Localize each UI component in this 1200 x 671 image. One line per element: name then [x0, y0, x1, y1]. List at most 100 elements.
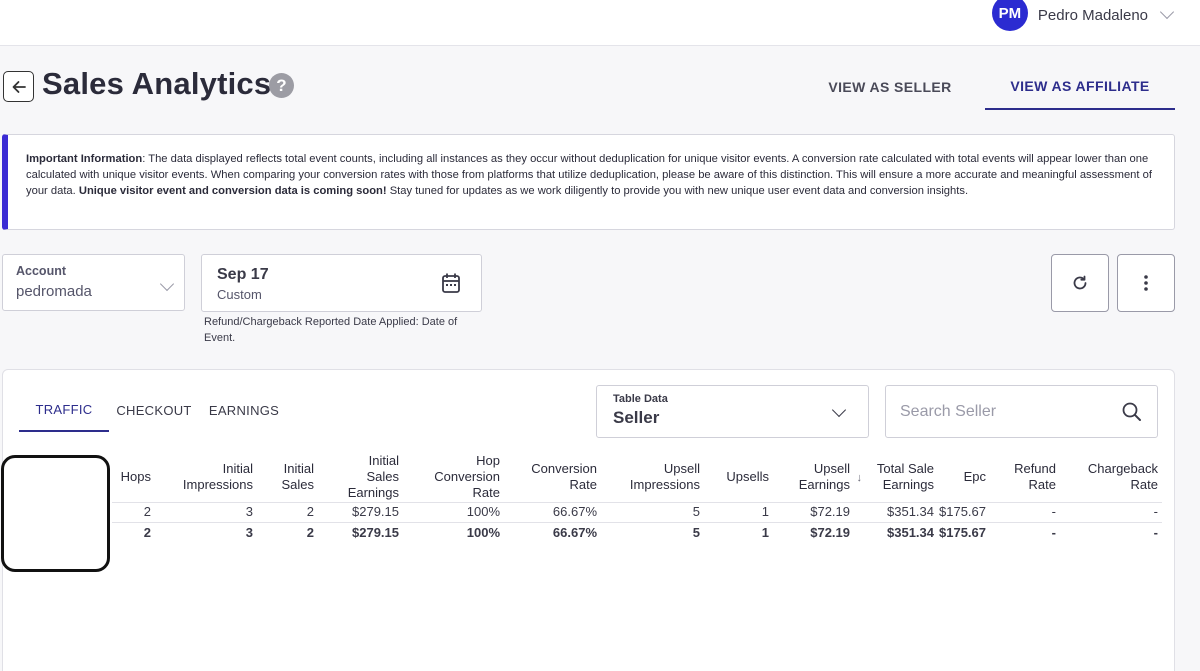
totals-cell-hops: 2 [143, 525, 151, 540]
column-header-line: Rate [472, 485, 500, 500]
sort-arrow-down-icon[interactable]: ↓ [856, 472, 863, 484]
column-header-line: Conversion [531, 461, 597, 476]
totals-cell-chargeback-rate: - [1153, 525, 1158, 540]
redacted-area [1, 455, 110, 572]
info-lead: Important Information [26, 153, 143, 165]
info-text-2: Stay tuned for updates as we work dilige… [386, 185, 969, 197]
avatar[interactable]: PM [991, 0, 1028, 31]
table-data-label: Table Data [613, 393, 668, 405]
table-cell-hop-conversion-rate: 100% [466, 504, 500, 519]
column-header-line: Impressions [629, 477, 700, 492]
back-button[interactable] [3, 71, 34, 102]
chevron-down-icon[interactable] [1159, 4, 1175, 20]
column-header-line: Upsells [726, 469, 769, 484]
totals-cell-upsells: 1 [761, 525, 769, 540]
calendar-icon [442, 273, 460, 293]
account-label: Account [16, 264, 66, 278]
column-header-line: Refund [1014, 461, 1056, 476]
table-cell-initial-sales: 2 [306, 504, 314, 519]
column-header-epc[interactable]: Epc [936, 452, 986, 502]
column-header-line: Earnings [347, 485, 399, 500]
column-header-upsell-earnings[interactable]: Upsell Earnings ↓ [770, 452, 862, 502]
column-header-upsell-impressions[interactable]: Upsell Impressions [600, 452, 700, 502]
search-icon[interactable] [1121, 401, 1143, 423]
table-cell-upsells: 1 [761, 504, 769, 519]
column-header-line: Epc [963, 469, 986, 484]
totals-cell-epc: $175.67 [939, 525, 986, 540]
column-header-line: Rate [569, 477, 597, 492]
table-cell-upsell-earnings: $72.19 [810, 504, 850, 519]
refresh-icon [1073, 275, 1087, 290]
table-data-value: Seller [613, 408, 660, 427]
table-cell-initial-sales-earnings: $279.15 [352, 504, 399, 519]
table-cell-total-sale-earnings: $351.34 [887, 504, 934, 519]
column-header-chargeback-rate[interactable]: Chargeback Rate [1068, 452, 1158, 502]
totals-cell-total-sale-earnings: $351.34 [887, 525, 934, 540]
date-value: Sep 17 [217, 266, 269, 283]
column-header-line: Sales [366, 469, 399, 484]
table-cell-conversion-rate: 66.67% [552, 504, 597, 519]
column-header-upsells[interactable]: Upsells [709, 452, 769, 502]
search-box[interactable] [885, 385, 1158, 438]
column-header-initial-sales-earnings[interactable]: Initial Sales Earnings [319, 452, 399, 502]
column-header-line: Impressions [182, 477, 253, 492]
column-header-conversion-rate[interactable]: Conversion Rate [507, 452, 597, 502]
date-note: Refund/Chargeback Reported Date Applied:… [204, 316, 458, 344]
totals-cell-conversion-rate: 66.67% [552, 525, 597, 540]
column-header-line: Initial [222, 461, 253, 476]
column-header-line: Hops [120, 469, 151, 484]
help-icon[interactable]: ? [269, 73, 294, 98]
tab-view-as-affiliate[interactable]: VIEW AS AFFILIATE [985, 64, 1175, 110]
column-header-line: Initial [368, 453, 399, 468]
user-name[interactable]: Pedro Madaleno [1037, 6, 1148, 24]
refresh-button[interactable] [1051, 254, 1109, 312]
column-header-initial-impressions[interactable]: Initial Impressions [158, 452, 253, 502]
date-picker[interactable]: Sep 17 Custom [201, 254, 482, 312]
column-header-line: Upsell [813, 461, 850, 476]
tab-traffic[interactable]: TRAFFIC [19, 388, 109, 432]
column-header-line: Earnings [882, 477, 934, 492]
date-range-type: Custom [217, 287, 262, 302]
arrow-left-icon [12, 80, 26, 93]
header-divider [112, 502, 1162, 503]
page-title: Sales Analytics [42, 66, 272, 101]
info-emphasis: Unique visitor event and conversion data… [78, 185, 387, 197]
search-input[interactable] [900, 400, 1110, 424]
row-divider [112, 522, 1162, 523]
more-vertical-icon [1144, 275, 1148, 291]
column-header-line: Chargeback [1087, 461, 1158, 476]
table-cell-chargeback-rate: - [1153, 504, 1158, 519]
totals-cell-refund-rate: - [1051, 525, 1056, 540]
totals-cell-initial-sales-earnings: $279.15 [352, 525, 399, 540]
table-cell-epc: $175.67 [939, 504, 986, 519]
column-header-initial-sales[interactable]: Initial Sales [254, 452, 314, 502]
info-text-1: : The data displayed reflects total even… [26, 153, 1152, 197]
column-header-line: Hop [476, 453, 500, 468]
user-menu[interactable]: PM Pedro Madaleno [991, 0, 1175, 31]
more-options-button[interactable] [1117, 254, 1175, 312]
column-header-refund-rate[interactable]: Refund Rate [986, 452, 1056, 502]
info-banner: Important Information: The data displaye… [2, 134, 1175, 230]
column-header-line: Total Sale [876, 461, 934, 476]
tab-earnings[interactable]: EARNINGS [208, 402, 280, 418]
tab-checkout[interactable]: CHECKOUT [116, 402, 192, 418]
totals-cell-upsell-earnings: $72.19 [810, 525, 850, 540]
column-header-hops[interactable]: Hops [91, 452, 151, 502]
column-header-line: Earnings [798, 477, 850, 492]
column-header-line: Conversion [434, 469, 500, 484]
totals-cell-upsell-impressions: 5 [692, 525, 700, 540]
table-data-select[interactable]: Table Data Seller [596, 385, 869, 438]
table-cell-upsell-impressions: 5 [692, 504, 700, 519]
top-bar: PM Pedro Madaleno [0, 0, 1200, 46]
table-cell-hops: 2 [143, 504, 151, 519]
column-header-line: Rate [1130, 477, 1158, 492]
column-header-total-sale-earnings[interactable]: Total Sale Earnings [854, 452, 934, 502]
account-select[interactable]: Account pedromada [2, 254, 185, 311]
totals-cell-hop-conversion-rate: 100% [466, 525, 500, 540]
column-header-hop-conversion-rate[interactable]: Hop Conversion Rate [410, 452, 500, 502]
column-header-line: Initial [283, 461, 314, 476]
column-header-line: Rate [1028, 477, 1056, 492]
account-value: pedromada [16, 283, 92, 300]
tab-view-as-seller[interactable]: VIEW AS SELLER [828, 79, 952, 95]
table-cell-refund-rate: - [1051, 504, 1056, 519]
